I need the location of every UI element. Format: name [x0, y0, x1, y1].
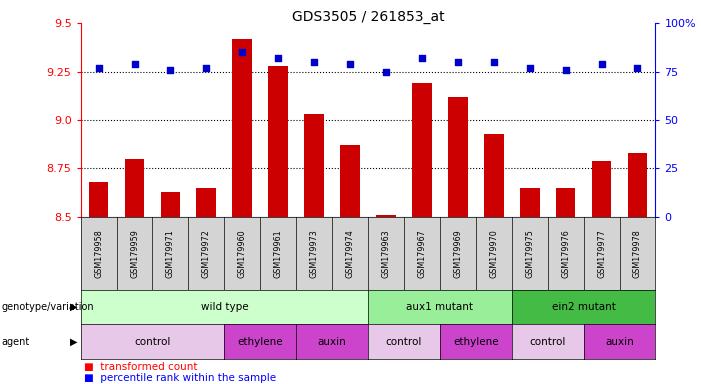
Bar [268, 66, 288, 217]
Text: ein2 mutant: ein2 mutant [552, 302, 615, 312]
Bar [376, 215, 396, 217]
Text: ■  transformed count: ■ transformed count [84, 362, 198, 372]
Bar [89, 182, 109, 217]
Point [524, 65, 536, 71]
Point [416, 55, 428, 61]
Bar [161, 192, 180, 217]
Text: GSM179958: GSM179958 [94, 229, 103, 278]
Text: GDS3505 / 261853_at: GDS3505 / 261853_at [292, 10, 444, 23]
Text: auxin: auxin [318, 337, 346, 347]
Text: GSM179969: GSM179969 [454, 229, 463, 278]
Text: GSM179974: GSM179974 [346, 229, 355, 278]
Point [632, 65, 643, 71]
Bar [448, 97, 468, 217]
Point [93, 65, 104, 71]
Bar [304, 114, 324, 217]
Point [596, 61, 607, 67]
Point [165, 66, 176, 73]
Text: GSM179973: GSM179973 [310, 229, 319, 278]
Text: wild type: wild type [200, 302, 248, 312]
Bar [125, 159, 144, 217]
Text: agent: agent [1, 337, 29, 347]
Text: GSM179959: GSM179959 [130, 229, 139, 278]
Bar [556, 188, 576, 217]
Text: ▶: ▶ [69, 337, 77, 347]
Text: GSM179975: GSM179975 [525, 229, 534, 278]
Text: GSM179963: GSM179963 [381, 229, 390, 278]
Text: GSM179970: GSM179970 [489, 229, 498, 278]
Text: GSM179967: GSM179967 [417, 229, 426, 278]
Text: control: control [135, 337, 170, 347]
Bar [340, 145, 360, 217]
Bar [484, 134, 503, 217]
Point [344, 61, 355, 67]
Text: control: control [386, 337, 422, 347]
Text: ethylene: ethylene [453, 337, 498, 347]
Point [237, 49, 248, 55]
Point [560, 66, 571, 73]
Point [273, 55, 284, 61]
Text: ■  percentile rank within the sample: ■ percentile rank within the sample [84, 373, 276, 383]
Text: GSM179977: GSM179977 [597, 229, 606, 278]
Text: GSM179972: GSM179972 [202, 229, 211, 278]
Point [488, 59, 499, 65]
Bar [196, 188, 216, 217]
Text: GSM179971: GSM179971 [166, 229, 175, 278]
Bar [412, 83, 432, 217]
Point [200, 65, 212, 71]
Point [452, 59, 463, 65]
Point [381, 68, 392, 74]
Text: genotype/variation: genotype/variation [1, 302, 94, 312]
Text: auxin: auxin [605, 337, 634, 347]
Point [308, 59, 320, 65]
Bar [592, 161, 611, 217]
Text: control: control [529, 337, 566, 347]
Text: GSM179960: GSM179960 [238, 229, 247, 278]
Bar [627, 153, 647, 217]
Text: ▶: ▶ [69, 302, 77, 312]
Text: aux1 mutant: aux1 mutant [407, 302, 473, 312]
Bar [520, 188, 540, 217]
Point [129, 61, 140, 67]
Text: ethylene: ethylene [238, 337, 283, 347]
Text: GSM179961: GSM179961 [273, 229, 283, 278]
Text: GSM179978: GSM179978 [633, 229, 642, 278]
Text: GSM179976: GSM179976 [561, 229, 570, 278]
Bar [233, 38, 252, 217]
